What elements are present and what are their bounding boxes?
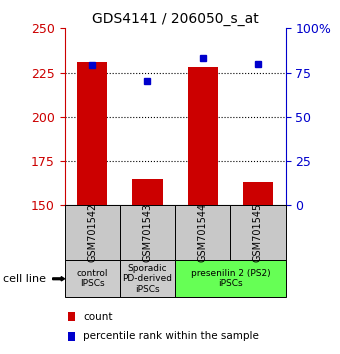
Text: control
IPSCs: control IPSCs xyxy=(76,269,108,289)
Text: Sporadic
PD-derived
iPSCs: Sporadic PD-derived iPSCs xyxy=(122,264,172,294)
Text: cell line: cell line xyxy=(3,274,46,284)
Text: GSM701543: GSM701543 xyxy=(142,203,152,262)
Bar xyxy=(132,179,163,205)
Bar xyxy=(188,67,218,205)
Text: percentile rank within the sample: percentile rank within the sample xyxy=(83,331,259,341)
Bar xyxy=(77,62,107,205)
Text: GSM701545: GSM701545 xyxy=(253,203,263,262)
Bar xyxy=(243,182,273,205)
Text: presenilin 2 (PS2)
iPSCs: presenilin 2 (PS2) iPSCs xyxy=(190,269,270,289)
Text: GSM701542: GSM701542 xyxy=(87,203,97,262)
Text: GSM701544: GSM701544 xyxy=(198,203,208,262)
Text: count: count xyxy=(83,312,113,322)
Title: GDS4141 / 206050_s_at: GDS4141 / 206050_s_at xyxy=(92,12,258,26)
